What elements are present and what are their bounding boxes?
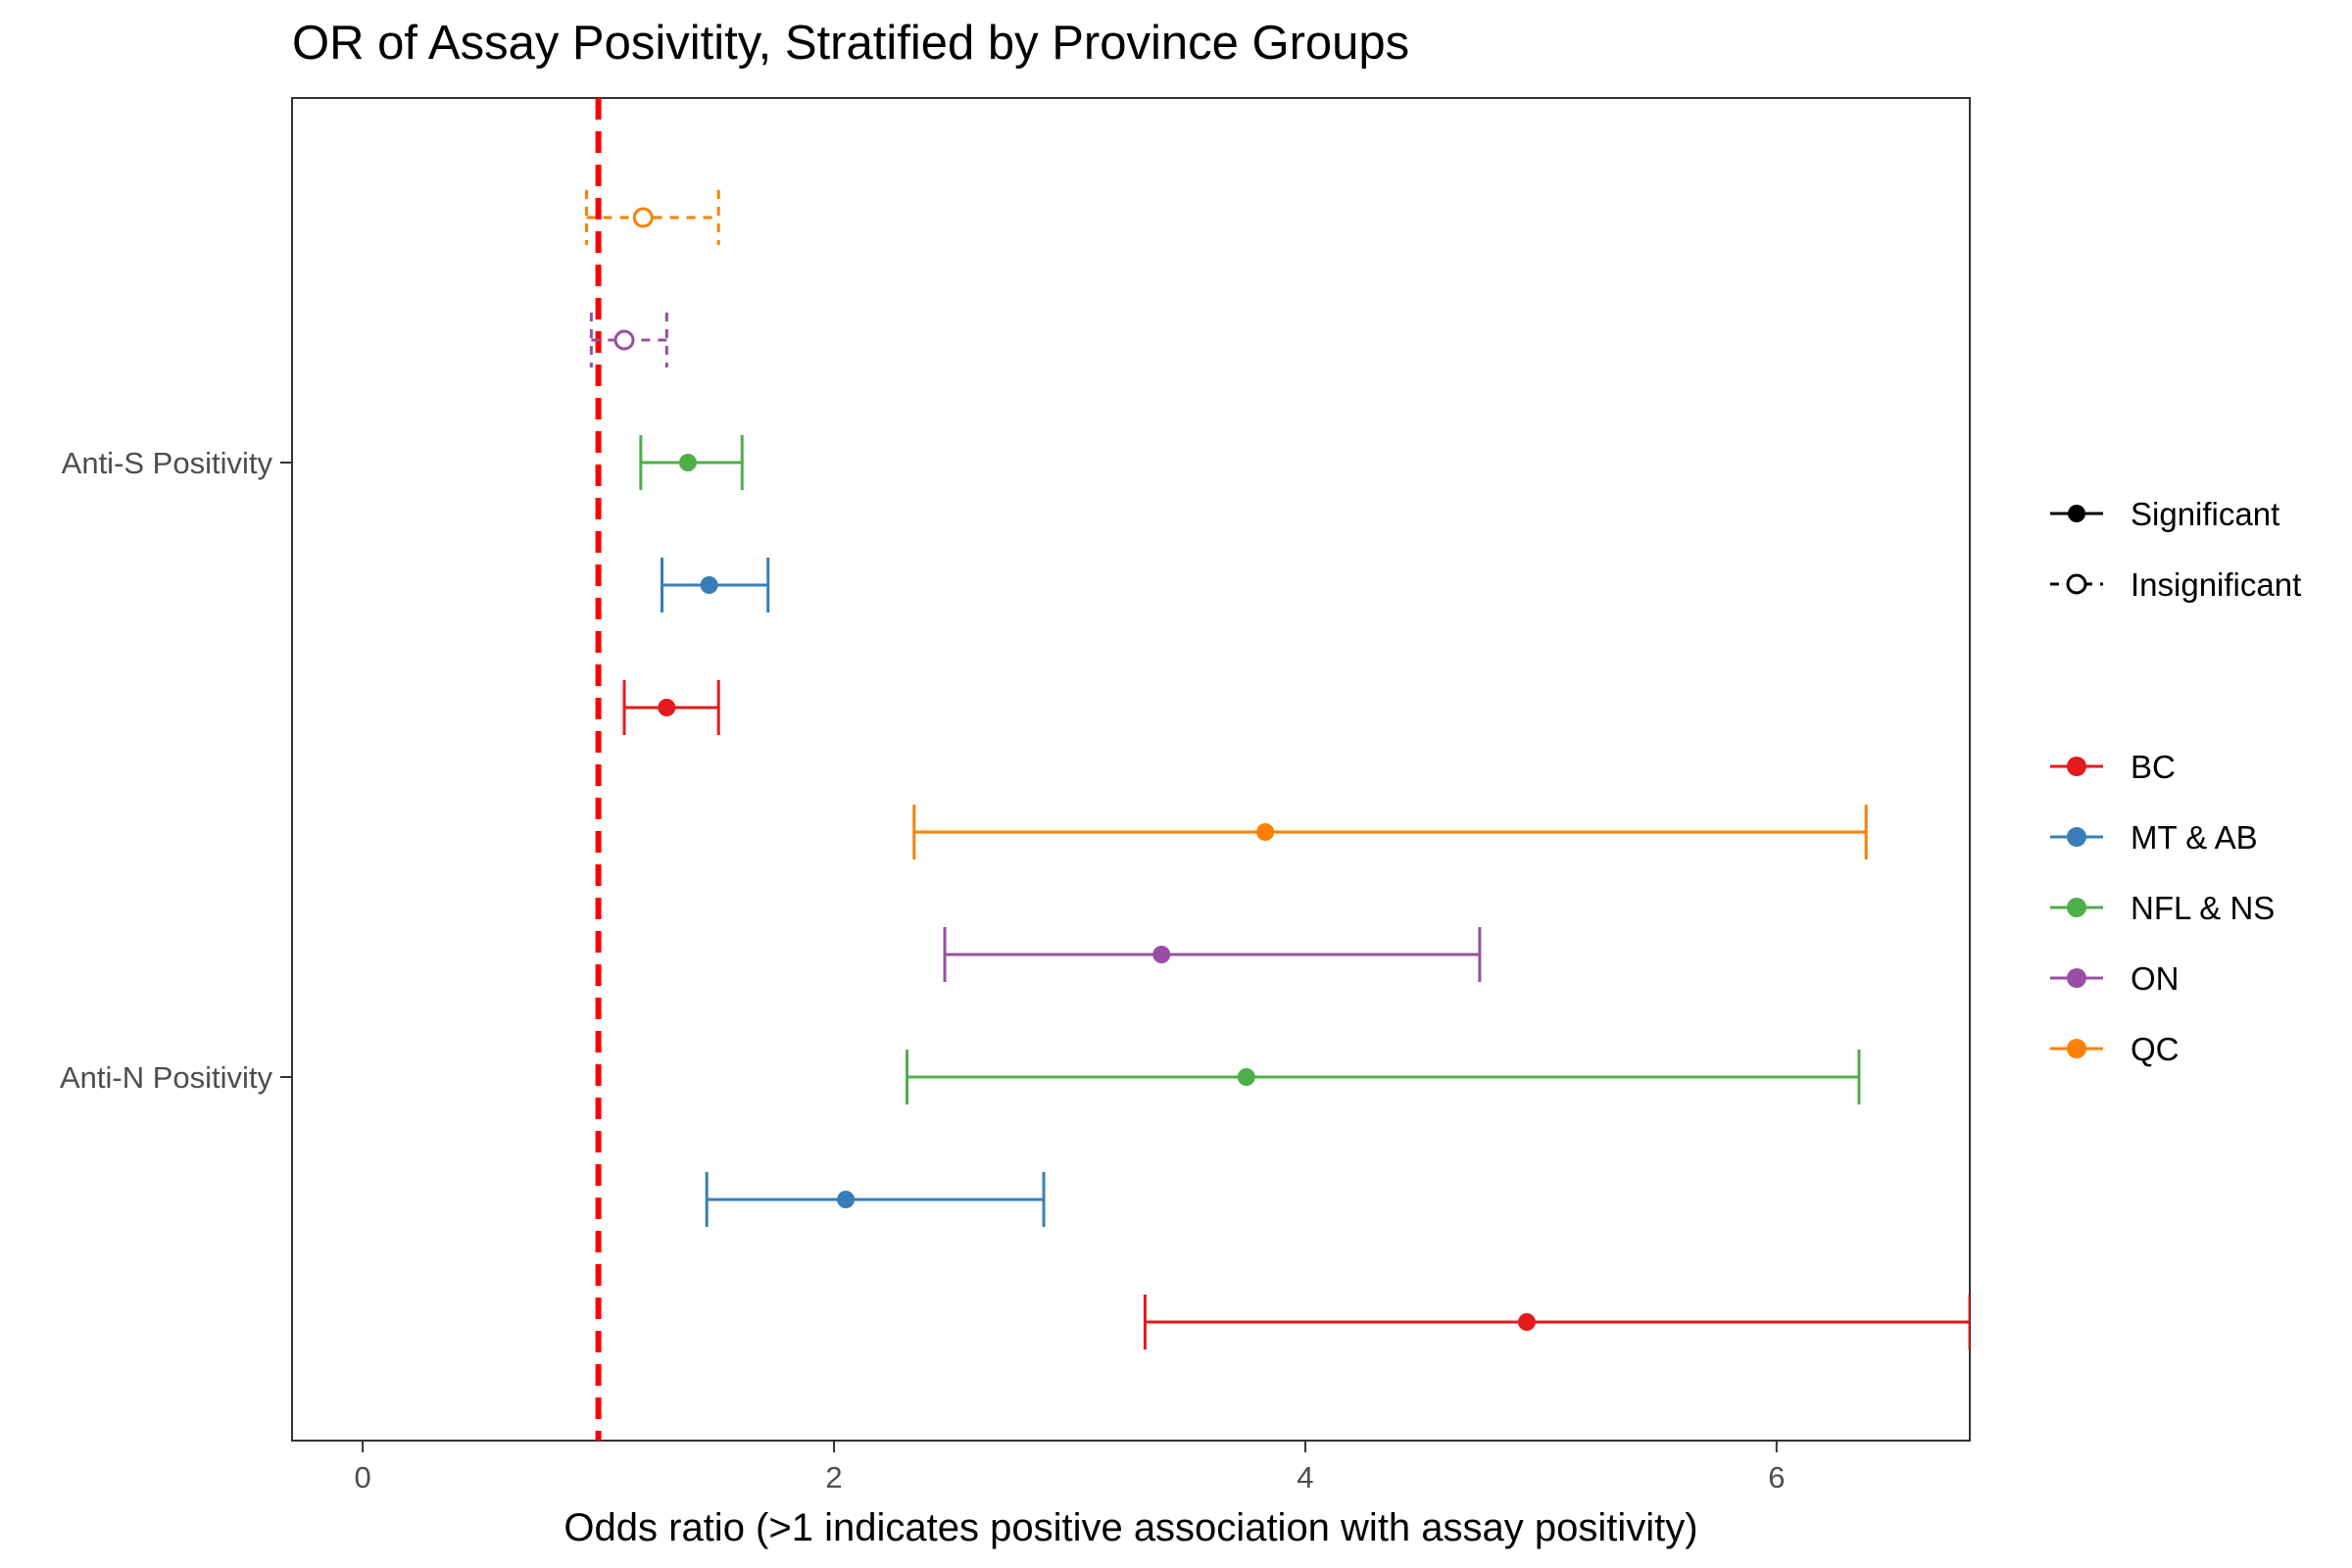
or-estimate-bc <box>1143 1295 1970 1349</box>
y-tick-label: Anti-N Positivity <box>60 1060 273 1095</box>
legend-key-significant: Significant <box>2050 496 2279 532</box>
legend-key-group: BC <box>2050 749 2176 785</box>
x-tick-label: 2 <box>825 1460 842 1494</box>
point-estimate <box>613 329 635 351</box>
chart-title: OR of Assay Posivitity, Stratified by Pr… <box>292 17 1409 70</box>
point-estimate <box>700 576 718 594</box>
point-estimate <box>632 207 654 228</box>
legend-label: Insignificant <box>2131 566 2301 603</box>
point-estimate <box>658 699 676 716</box>
point-estimate <box>1237 1068 1255 1086</box>
point-estimate <box>1152 946 1171 963</box>
x-tick-label: 0 <box>355 1460 371 1494</box>
plot-panel <box>291 97 1971 1442</box>
legend-key-group: ON <box>2050 960 2180 997</box>
point-estimate <box>678 454 697 471</box>
legend-label: MT & AB <box>2131 819 2258 856</box>
legend-key-group: QC <box>2050 1031 2180 1067</box>
or-estimate-qc <box>585 190 720 245</box>
or-estimate-mt-ab <box>705 1172 1046 1227</box>
legend-key-group: NFL & NS <box>2050 890 2275 926</box>
point-estimate <box>1256 823 1275 841</box>
or-estimate-bc <box>622 680 720 735</box>
or-estimate-nfl-ns <box>639 435 744 490</box>
or-estimate-on <box>589 313 668 368</box>
x-tick-label: 4 <box>1297 1460 1313 1494</box>
legend-label: NFL & NS <box>2131 890 2275 926</box>
legend-label: ON <box>2131 960 2180 997</box>
legend-label: BC <box>2131 749 2176 785</box>
or-estimate-qc <box>912 805 1868 859</box>
legend-label: Significant <box>2131 496 2279 532</box>
legend-key-insignificant: Insignificant <box>2050 566 2301 603</box>
or-estimate-nfl-ns <box>906 1050 1861 1104</box>
point-estimate <box>837 1191 856 1208</box>
legend-label: QC <box>2131 1031 2180 1067</box>
y-tick-label: Anti-S Positivity <box>62 446 273 480</box>
x-tick-label: 6 <box>1768 1460 1785 1494</box>
point-estimate <box>1517 1313 1536 1331</box>
legend: Significant Insignificant BC MT & AB NFL & N… <box>2050 496 2301 1067</box>
legend-key-group: MT & AB <box>2050 819 2258 856</box>
or-estimate-on <box>943 927 1482 982</box>
x-axis-title: Odds ratio (>1 indicates positive associ… <box>564 1506 1697 1549</box>
or-estimate-mt-ab <box>661 558 770 612</box>
